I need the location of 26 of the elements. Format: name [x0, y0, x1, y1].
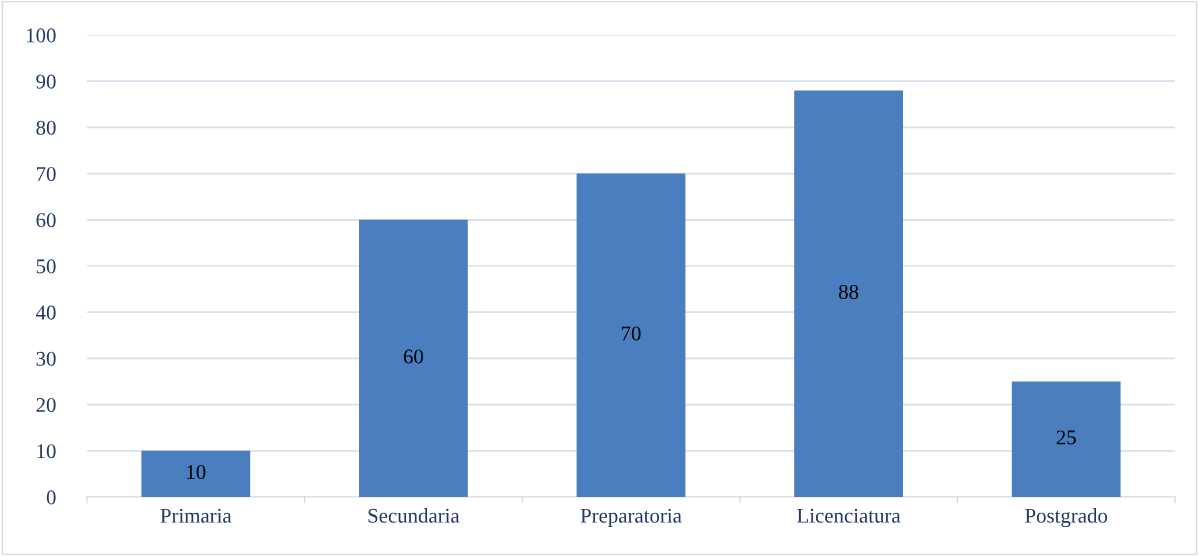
y-tick-label: 20: [36, 397, 56, 413]
y-tick-label: 40: [36, 305, 56, 320]
y-tick-label: 100: [27, 28, 56, 43]
data-label: 60: [403, 349, 424, 364]
y-tick-label: 70: [36, 166, 56, 182]
data-label: 10: [187, 465, 206, 480]
bar: [359, 219, 468, 497]
y-tick-label: 10: [37, 444, 56, 459]
y-tick-label: 90: [36, 74, 56, 89]
x-tick-label: Secundaria: [368, 508, 460, 523]
data-label: 88: [838, 284, 859, 299]
bar: [141, 450, 251, 497]
y-tick-label: 50: [36, 259, 56, 274]
bar: [1011, 381, 1121, 497]
bar: [794, 90, 903, 497]
bar: [576, 173, 686, 497]
y-tick-label: 30: [36, 351, 56, 366]
data-label: 25: [1056, 430, 1076, 445]
x-tick-label: Primaria: [160, 508, 232, 523]
y-tick-label: 60: [36, 213, 56, 228]
x-tick-label: Postgrado: [1025, 508, 1108, 528]
x-tick-label: Preparatoria: [580, 508, 682, 527]
y-tick-label: 0: [46, 490, 56, 505]
data-label: 70: [621, 326, 641, 341]
x-tick-label: Licenciatura: [797, 508, 901, 523]
y-tick-label: 80: [36, 120, 56, 135]
